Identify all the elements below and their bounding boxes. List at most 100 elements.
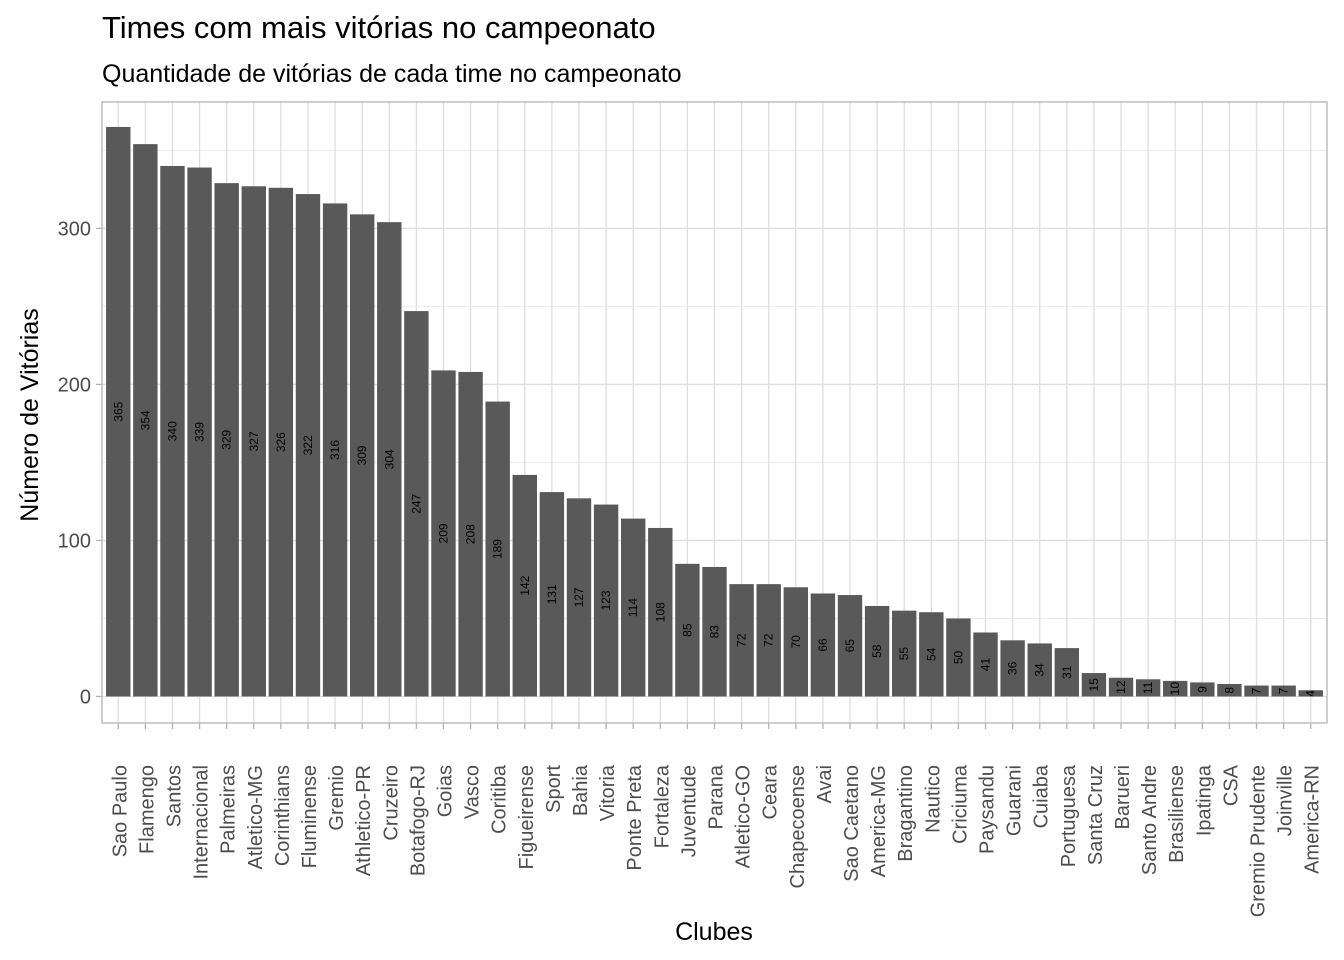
bar-value-label: 316 xyxy=(328,440,342,460)
bar-parana xyxy=(702,566,727,697)
bar-atletico-mg xyxy=(241,186,266,697)
x-tick-label: Vitoria xyxy=(597,764,619,821)
bar-internacional xyxy=(187,167,212,697)
bar-value-label: 142 xyxy=(518,575,532,595)
x-tick-label: Coritiba xyxy=(489,764,511,834)
bar-value-label: 72 xyxy=(735,633,749,647)
bar-bahia xyxy=(566,498,592,697)
x-tick-label: Ponte Preta xyxy=(624,764,646,871)
bar-figueirense xyxy=(512,474,537,697)
x-tick-label: Sao Paulo xyxy=(109,765,131,857)
x-tick-label: Santa Cruz xyxy=(1085,765,1107,865)
x-tick-label: Cuiaba xyxy=(1031,764,1053,828)
bar-value-label: 55 xyxy=(897,647,911,661)
bar-nautico xyxy=(919,612,944,697)
bar-fortaleza xyxy=(648,527,673,697)
bar-value-label: 36 xyxy=(1006,661,1020,675)
bar-value-label: 340 xyxy=(165,421,179,441)
bar-america-rn xyxy=(1298,690,1323,697)
bar-value-label: 365 xyxy=(111,401,125,421)
bar-cruzeiro xyxy=(377,222,402,697)
bar-value-label: 108 xyxy=(653,602,667,622)
bar-santa-cruz xyxy=(1081,673,1107,697)
x-tick-label: Atletico-GO xyxy=(733,765,755,868)
x-tick-label: Juventude xyxy=(678,765,700,857)
x-tick-label: Fluminense xyxy=(299,765,321,868)
x-tick-label: CSA xyxy=(1220,764,1242,806)
bar-value-label: 131 xyxy=(545,584,559,604)
bar-portuguesa xyxy=(1054,648,1080,697)
x-tick-label: Sao Caetano xyxy=(841,765,863,882)
x-tick-label: Bragantino xyxy=(895,765,917,862)
x-tick-label: Ceara xyxy=(760,764,782,819)
x-tick-label: Paysandu xyxy=(977,765,999,854)
x-tick-label: America-RN xyxy=(1302,765,1324,874)
bar-value-label: 83 xyxy=(708,625,722,639)
bar-value-label: 354 xyxy=(138,410,152,430)
bar-sao-caetano xyxy=(837,595,863,697)
bar-flamengo xyxy=(133,144,158,697)
y-tick-label: 0 xyxy=(80,686,91,708)
bar-value-label: 54 xyxy=(924,647,938,661)
x-tick-label: Ipatinga xyxy=(1193,764,1215,836)
bar-corinthians xyxy=(268,187,294,697)
bar-juventude xyxy=(675,563,700,697)
bar-value-label: 304 xyxy=(382,449,396,469)
bar-fluminense xyxy=(295,194,321,697)
bar-csa xyxy=(1217,683,1242,697)
bar-value-label: 9 xyxy=(1195,686,1209,693)
bar-value-label: 70 xyxy=(789,635,803,649)
bar-sao-paulo xyxy=(106,126,131,697)
bar-palmeiras xyxy=(214,183,239,697)
x-tick-label: Gremio xyxy=(326,765,348,831)
y-tick-label: 100 xyxy=(58,530,91,552)
x-tick-label: Barueri xyxy=(1112,765,1134,829)
bar-value-label: 326 xyxy=(274,432,288,452)
x-tick-label: Goias xyxy=(434,765,456,817)
x-tick-label: Gremio Prudente xyxy=(1248,765,1270,917)
x-tick-label: Fortaleza xyxy=(651,764,673,848)
bar-value-label: 50 xyxy=(951,650,965,664)
x-tick-label: Botafogo-RJ xyxy=(407,765,429,876)
x-tick-label: Guarani xyxy=(1004,765,1026,836)
bar-santos xyxy=(160,165,185,697)
bar-value-label: 41 xyxy=(979,657,993,671)
bar-sport xyxy=(539,492,565,697)
bar-value-label: 85 xyxy=(680,623,694,637)
x-tick-label: Joinville xyxy=(1275,765,1297,836)
bar-vitoria xyxy=(593,504,619,697)
bar-ipatinga xyxy=(1190,682,1215,697)
bar-paysandu xyxy=(973,632,998,697)
bar-value-label: 247 xyxy=(409,493,423,513)
bar-joinville xyxy=(1271,685,1296,697)
x-axis-title: Clubes xyxy=(675,918,753,946)
bar-value-label: 10 xyxy=(1168,682,1182,696)
bar-value-label: 72 xyxy=(762,633,776,647)
bar-gremio-prudente xyxy=(1244,685,1269,697)
bar-brasiliense xyxy=(1163,680,1188,697)
x-tick-label: Vasco xyxy=(462,765,484,819)
bar-value-label: 8 xyxy=(1222,687,1236,694)
bar-value-label: 127 xyxy=(572,587,586,607)
bar-value-label: 329 xyxy=(220,429,234,449)
bar-cuiaba xyxy=(1027,643,1052,697)
bar-value-label: 4 xyxy=(1304,690,1318,697)
bar-athletico-pr xyxy=(349,214,375,697)
bar-gremio xyxy=(322,203,348,697)
x-tick-label: Parana xyxy=(706,764,728,829)
bar-bragantino xyxy=(892,610,917,697)
x-tick-label: Flamengo xyxy=(136,765,158,854)
bar-value-label: 58 xyxy=(870,644,884,658)
bar-ponte-preta xyxy=(620,518,646,697)
bar-value-label: 123 xyxy=(599,590,613,610)
bar-america-mg xyxy=(864,605,890,697)
bar-value-label: 7 xyxy=(1277,687,1291,694)
x-tick-label: America-MG xyxy=(868,765,890,877)
bar-value-label: 322 xyxy=(301,435,315,455)
x-tick-label: Avai xyxy=(814,765,836,804)
x-tick-label: Palmeiras xyxy=(218,765,240,854)
x-tick-label: Internacional xyxy=(191,765,213,880)
bar-value-label: 209 xyxy=(436,523,450,543)
bar-value-label: 15 xyxy=(1087,678,1101,692)
x-tick-label: Sport xyxy=(543,765,565,813)
